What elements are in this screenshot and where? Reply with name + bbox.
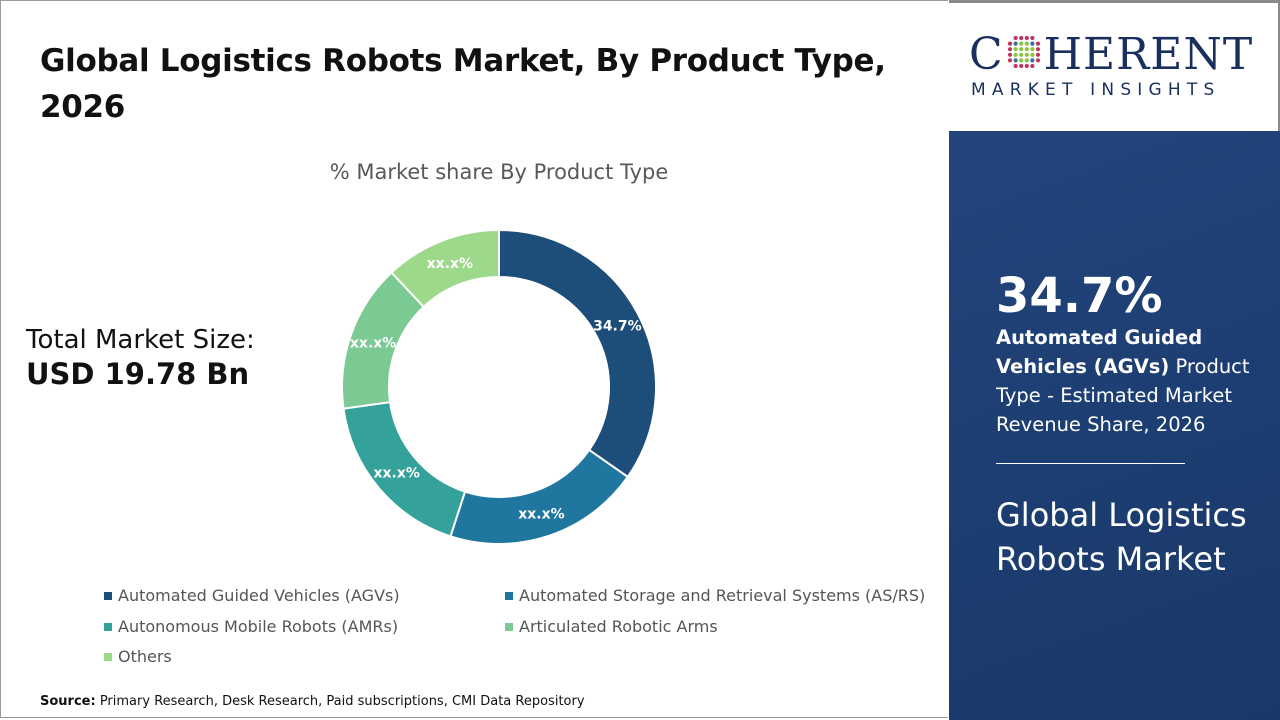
slice-label: xx.x% <box>350 336 396 352</box>
total-label: Total Market Size: <box>26 325 255 355</box>
legend-item-amr: Autonomous Mobile Robots (AMRs) <box>104 617 398 636</box>
highlight-percentage: 34.7% <box>996 268 1163 324</box>
logo-tagline: MARKET INSIGHTS <box>971 80 1221 100</box>
legend-item-arms: Articulated Robotic Arms <box>505 617 718 636</box>
highlight-description: Automated Guided Vehicles (AGVs) Product… <box>996 326 1250 436</box>
donut-slice <box>390 228 500 309</box>
company-logo: C HERENT MARKET INSIGHTS <box>949 0 1280 131</box>
legend-swatch <box>104 652 112 661</box>
sidebar: C HERENT MARKET INSIGHTS 34.7% Automated… <box>949 0 1280 720</box>
total-market-size: Total Market Size: USD 19.78 Bn <box>26 325 255 391</box>
chart-subtitle: % Market share By Product Type <box>329 160 669 184</box>
legend-item-asrs: Automated Storage and Retrieval Systems … <box>505 586 925 605</box>
legend-item-others: Others <box>104 647 172 666</box>
market-name: Global Logistics Robots Market <box>996 496 1247 578</box>
legend-swatch <box>505 591 513 600</box>
slice-label: xx.x% <box>518 507 564 523</box>
legend-swatch <box>104 591 112 600</box>
legend-swatch <box>505 622 513 631</box>
legend-swatch <box>104 622 112 631</box>
divider <box>996 463 1185 464</box>
globe-dots-icon <box>1007 35 1040 69</box>
chart-frame <box>0 0 948 718</box>
highlight-panel: 34.7% Automated Guided Vehicles (AGVs) P… <box>949 131 1280 720</box>
total-value: USD 19.78 Bn <box>26 357 250 391</box>
page-title: Global Logistics Robots Market, By Produ… <box>40 43 886 125</box>
slice-label: xx.x% <box>373 466 419 482</box>
donut-slice <box>449 448 630 545</box>
slice-label: 34.7% <box>593 318 642 334</box>
legend-item-agv: Automated Guided Vehicles (AGVs) <box>104 586 400 605</box>
source-note: Source: Primary Research, Desk Research,… <box>40 694 585 709</box>
logo-wordmark: C HERENT <box>969 29 1254 80</box>
slice-label: xx.x% <box>427 256 473 272</box>
donut-chart: 34.7% xx.x% xx.x% xx.x% xx.x% <box>341 228 657 545</box>
donut-slice <box>498 228 657 479</box>
